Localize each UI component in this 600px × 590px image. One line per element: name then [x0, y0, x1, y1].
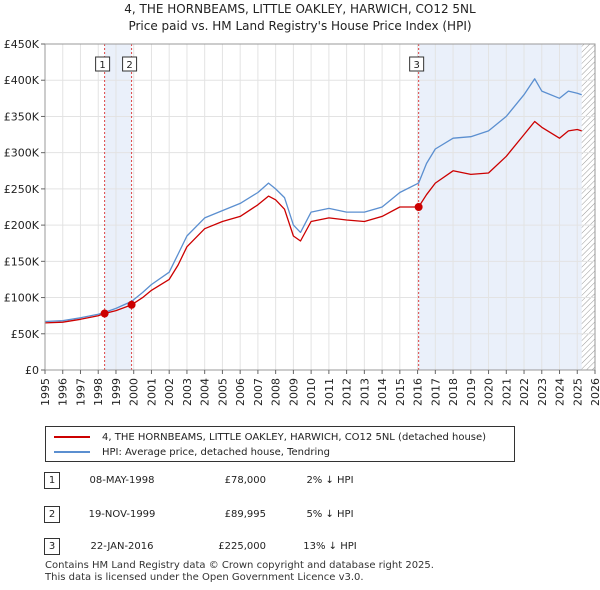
- sale-hpi-diff: 13% ↓ HPI: [303, 541, 357, 552]
- chart-title-line1: 4, THE HORNBEAMS, LITTLE OAKLEY, HARWICH…: [124, 2, 476, 16]
- sale-number: 3: [44, 538, 60, 555]
- sale-date: 19-NOV-1999: [88, 509, 156, 520]
- x-tick-label: 2017: [429, 378, 442, 406]
- y-tick-label: £200K: [4, 219, 40, 232]
- table-row: 3 22-JAN-2016 £225,000 13% ↓ HPI: [0, 538, 600, 556]
- sale-label-box: [95, 56, 111, 72]
- x-tick-label: 2001: [145, 378, 158, 406]
- legend-item-property: 4, THE HORNBEAMS, LITTLE OAKLEY, HARWICH…: [54, 430, 486, 444]
- x-tick-label: 2014: [376, 378, 389, 406]
- x-tick-label: 2003: [181, 378, 194, 406]
- legend-swatch-hpi: [54, 451, 90, 453]
- price-chart: 1 2 3 £0 £50K £100K £150K £200K £250K £300K £350K…: [4, 38, 600, 406]
- x-tick-label: 2022: [518, 378, 531, 406]
- sale-label-text: 3: [413, 60, 419, 71]
- sale-label-text: 2: [126, 60, 132, 71]
- x-tick-label: 2006: [234, 378, 247, 406]
- sale-hpi-diff: 2% ↓ HPI: [306, 475, 354, 486]
- copyright-text: Contains HM Land Registry data © Crown c…: [45, 560, 434, 571]
- sale-hpi-diff: 5% ↓ HPI: [306, 509, 354, 520]
- x-tick-label: 2000: [128, 378, 141, 406]
- sale-label-text: 1: [99, 60, 105, 71]
- future-hatch: [581, 44, 595, 370]
- y-tick-label: £150K: [4, 255, 40, 268]
- sale-price: £89,995: [224, 509, 266, 520]
- plot-frame: [44, 43, 596, 371]
- sale-number: 1: [44, 472, 60, 489]
- x-tick-label: 2012: [341, 378, 354, 406]
- x-tick-label: 2023: [536, 378, 549, 406]
- y-tick-label: £350K: [4, 110, 40, 123]
- sale-price: £225,000: [218, 541, 266, 552]
- x-tick-label: 1999: [110, 378, 123, 406]
- y-tick-label: £100K: [4, 292, 40, 305]
- sale-date: 22-JAN-2016: [90, 541, 154, 552]
- x-tick-label: 2010: [305, 378, 318, 406]
- y-tick-label: £450K: [4, 38, 40, 51]
- x-tick-label: 2024: [554, 378, 567, 406]
- x-tick-label: 2015: [394, 378, 407, 406]
- sale-number: 2: [44, 506, 60, 523]
- sale-point: [127, 300, 136, 309]
- x-tick-label: 2009: [287, 378, 300, 406]
- sale-price: £78,000: [224, 475, 266, 486]
- sale-point: [414, 203, 423, 211]
- chart-title-line2: Price paid vs. HM Land Registry's House …: [128, 19, 472, 33]
- sale-label-box: [409, 56, 425, 72]
- x-tick-label: 1997: [74, 378, 87, 406]
- y-tick-label: £250K: [4, 183, 40, 196]
- y-tick-label: £0: [25, 364, 39, 377]
- x-tick-label: 2026: [589, 378, 600, 406]
- x-tick-label: 2016: [412, 378, 425, 406]
- y-tick-label: £400K: [4, 74, 40, 87]
- footer: Contains HM Land Registry data © Crown c…: [45, 560, 434, 584]
- property-price-line: [44, 120, 582, 324]
- x-tick-label: 2007: [252, 378, 265, 406]
- hpi-line: [44, 78, 582, 323]
- x-tick-label: 2011: [323, 378, 336, 406]
- legend-label-hpi: HPI: Average price, detached house, Tend…: [102, 446, 330, 458]
- x-tick-label: 1996: [57, 378, 70, 406]
- ownership-shade: [418, 44, 582, 370]
- x-tick-label: 2005: [216, 378, 229, 406]
- y-tick-label: £50K: [11, 328, 40, 341]
- x-tick-label: 2002: [163, 378, 176, 406]
- x-tick-label: 2019: [465, 378, 478, 406]
- legend-swatch-property: [54, 436, 90, 438]
- x-tick-label: 1998: [92, 378, 105, 406]
- legend: 4, THE HORNBEAMS, LITTLE OAKLEY, HARWICH…: [45, 426, 515, 462]
- x-tick-label: 2004: [199, 378, 212, 406]
- x-tick-label: 2025: [571, 378, 584, 406]
- licence-text: This data is licensed under the Open Gov…: [45, 572, 364, 583]
- x-tick-label: 2018: [447, 378, 460, 406]
- sale-point: [100, 309, 109, 318]
- x-tick-label: 1995: [39, 378, 52, 406]
- x-tick-label: 2020: [483, 378, 496, 406]
- x-tick-label: 2021: [500, 378, 513, 406]
- ownership-shade: [104, 44, 132, 370]
- sale-label-box: [122, 56, 138, 72]
- table-row: 2 19-NOV-1999 £89,995 5% ↓ HPI: [0, 506, 600, 524]
- legend-label-property: 4, THE HORNBEAMS, LITTLE OAKLEY, HARWICH…: [102, 431, 487, 443]
- legend-item-hpi: HPI: Average price, detached house, Tend…: [54, 445, 330, 459]
- sale-date: 08-MAY-1998: [89, 475, 155, 486]
- x-tick-label: 2013: [358, 378, 371, 406]
- y-tick-label: £300K: [4, 147, 40, 160]
- table-row: 1 08-MAY-1998 £78,000 2% ↓ HPI: [0, 472, 600, 490]
- x-tick-label: 2008: [270, 378, 283, 406]
